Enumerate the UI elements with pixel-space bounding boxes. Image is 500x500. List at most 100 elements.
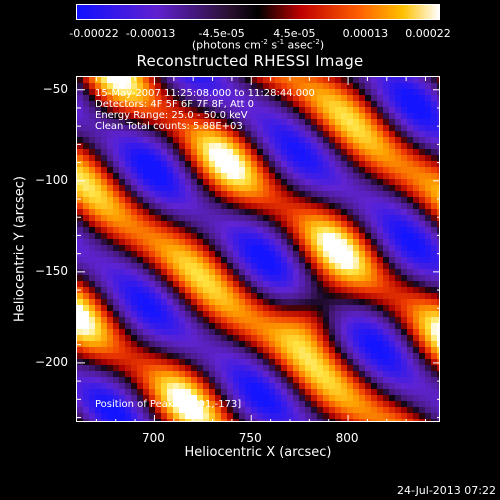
heatmap-cell bbox=[293, 203, 300, 210]
heatmap-cell bbox=[257, 155, 264, 162]
heatmap-cell bbox=[377, 359, 384, 366]
heatmap-cell bbox=[317, 377, 324, 384]
heatmap-cell bbox=[371, 179, 378, 186]
heatmap-cell bbox=[83, 227, 90, 234]
heatmap-cell bbox=[83, 119, 90, 126]
heatmap-cell bbox=[377, 389, 384, 396]
heatmap-cell bbox=[287, 269, 294, 276]
heatmap-cell bbox=[383, 407, 390, 414]
heatmap-cell bbox=[119, 353, 126, 360]
heatmap-cell bbox=[335, 281, 342, 288]
heatmap-cell bbox=[215, 209, 222, 216]
heatmap-cell bbox=[425, 323, 432, 330]
heatmap-cell bbox=[191, 359, 198, 366]
heatmap-cell bbox=[89, 359, 96, 366]
heatmap-cell bbox=[197, 311, 204, 318]
heatmap-cell bbox=[149, 323, 156, 330]
heatmap-cell bbox=[293, 383, 300, 390]
heatmap-cell bbox=[263, 311, 270, 318]
heatmap-cell bbox=[209, 365, 216, 372]
heatmap-cell bbox=[257, 395, 264, 402]
heatmap-cell bbox=[377, 419, 384, 421]
heatmap-cell bbox=[209, 305, 216, 312]
heatmap-cell bbox=[347, 137, 354, 144]
heatmap-cell bbox=[305, 383, 312, 390]
heatmap-cell bbox=[413, 287, 420, 294]
heatmap-cell bbox=[299, 323, 306, 330]
heatmap-cell bbox=[413, 83, 420, 90]
heatmap-cell bbox=[233, 293, 240, 300]
heatmap-cell bbox=[365, 221, 372, 228]
heatmap-cell bbox=[209, 239, 216, 246]
heatmap-cell bbox=[167, 293, 174, 300]
heatmap-cell bbox=[167, 149, 174, 156]
heatmap-cell bbox=[215, 125, 222, 132]
heatmap-cell bbox=[203, 89, 210, 96]
heatmap-cell bbox=[299, 155, 306, 162]
heatmap-cell bbox=[305, 359, 312, 366]
heatmap-cell bbox=[323, 365, 330, 372]
heatmap-cell bbox=[233, 215, 240, 222]
heatmap-cell bbox=[383, 419, 390, 421]
heatmap-cell bbox=[281, 389, 288, 396]
heatmap-cell bbox=[401, 299, 408, 306]
heatmap-cell bbox=[179, 365, 186, 372]
heatmap-cell bbox=[161, 359, 168, 366]
heatmap-cell bbox=[215, 245, 222, 252]
heatmap-cell bbox=[221, 125, 228, 132]
heatmap-cell bbox=[185, 389, 192, 396]
heatmap-cell bbox=[95, 149, 102, 156]
heatmap-cell bbox=[329, 173, 336, 180]
heatmap-cell bbox=[161, 137, 168, 144]
heatmap-cell bbox=[371, 197, 378, 204]
heatmap-cell bbox=[95, 227, 102, 234]
heatmap-cell bbox=[233, 89, 240, 96]
heatmap-cell bbox=[347, 173, 354, 180]
heatmap-cell bbox=[101, 113, 108, 120]
heatmap-cell bbox=[377, 281, 384, 288]
heatmap-cell bbox=[401, 383, 408, 390]
heatmap-cell bbox=[395, 161, 402, 168]
heatmap-cell bbox=[347, 389, 354, 396]
heatmap-cell bbox=[125, 275, 132, 282]
heatmap-cell bbox=[371, 269, 378, 276]
heatmap-cell bbox=[359, 347, 366, 354]
heatmap-cell bbox=[155, 173, 162, 180]
heatmap-cell bbox=[125, 419, 132, 421]
heatmap-cell bbox=[107, 113, 114, 120]
heatmap-cell bbox=[209, 323, 216, 330]
heatmap-cell bbox=[365, 377, 372, 384]
heatmap-cell bbox=[125, 293, 132, 300]
heatmap-cell bbox=[77, 245, 84, 252]
heatmap-cell bbox=[275, 407, 282, 414]
heatmap-cell bbox=[401, 275, 408, 282]
heatmap-cell bbox=[185, 305, 192, 312]
heatmap-cell bbox=[167, 383, 174, 390]
heatmap-cell bbox=[347, 395, 354, 402]
heatmap-cell bbox=[167, 299, 174, 306]
heatmap-cell bbox=[245, 257, 252, 264]
heatmap-cell bbox=[281, 143, 288, 150]
heatmap-cell bbox=[143, 419, 150, 421]
heatmap-cell bbox=[311, 215, 318, 222]
heatmap-cell bbox=[413, 407, 420, 414]
heatmap-cell bbox=[329, 359, 336, 366]
heatmap-cell bbox=[203, 287, 210, 294]
heatmap-cell bbox=[107, 143, 114, 150]
heatmap-cell bbox=[89, 395, 96, 402]
heatmap-cell bbox=[89, 215, 96, 222]
heatmap-cell bbox=[377, 221, 384, 228]
heatmap-cell bbox=[317, 275, 324, 282]
heatmap-cell bbox=[119, 89, 126, 96]
heatmap-cell bbox=[83, 131, 90, 138]
heatmap-cell bbox=[239, 113, 246, 120]
heatmap-cell bbox=[149, 329, 156, 336]
heatmap-cell bbox=[293, 233, 300, 240]
heatmap-cell bbox=[197, 167, 204, 174]
heatmap-cell bbox=[137, 383, 144, 390]
heatmap-cell bbox=[395, 149, 402, 156]
heatmap-cell bbox=[239, 371, 246, 378]
heatmap-cell bbox=[425, 257, 432, 264]
heatmap-cell bbox=[305, 401, 312, 408]
heatmap-cell bbox=[359, 107, 366, 114]
